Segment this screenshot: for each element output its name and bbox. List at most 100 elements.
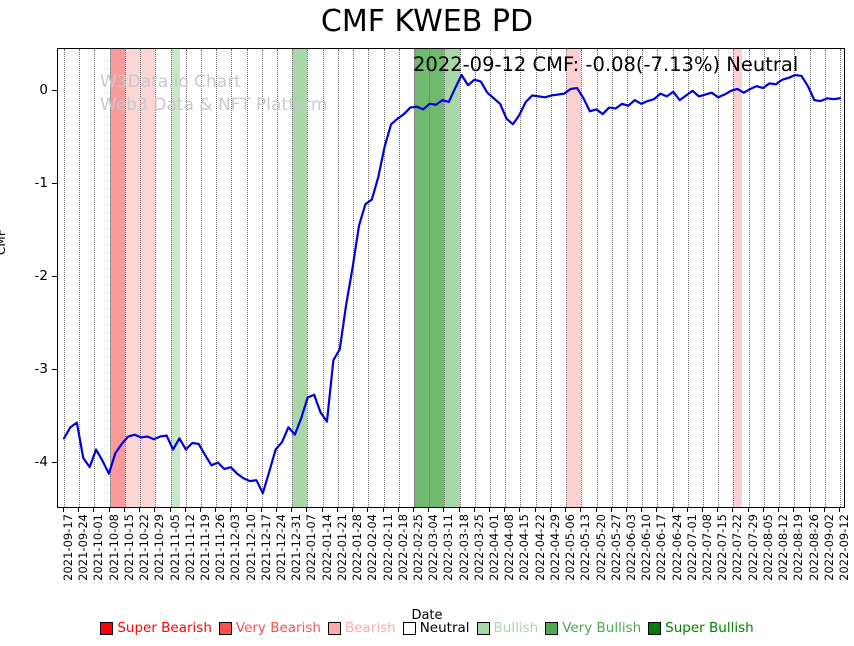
y-tick-label: -4 xyxy=(34,453,48,470)
x-tick-mark xyxy=(230,508,232,512)
x-tick-label: 2022-09-02 xyxy=(821,514,836,581)
gridline-vertical xyxy=(626,49,628,507)
legend-item-super-bullish[interactable]: Super Bullish xyxy=(648,620,754,636)
x-tick-mark xyxy=(245,508,247,512)
x-tick-mark xyxy=(671,508,673,512)
x-tick-label: 2022-06-03 xyxy=(623,514,638,581)
gridline-vertical xyxy=(261,49,263,507)
x-tick-label: 2021-10-29 xyxy=(152,514,167,581)
x-tick-label: 2022-07-22 xyxy=(730,514,745,581)
x-tick-label: 2022-06-24 xyxy=(669,514,684,581)
y-axis-label: CMF xyxy=(0,229,8,255)
x-tick-label: 2022-03-25 xyxy=(471,514,486,581)
legend-label: Bullish xyxy=(493,620,539,636)
x-axis-label: Date xyxy=(411,608,443,623)
chart-legend: Super Bearish Very Bearish Bearish Neutral B… xyxy=(0,620,854,636)
state-band-bearish xyxy=(124,49,156,507)
x-tick-label: 2022-02-04 xyxy=(365,514,380,581)
gridline-vertical xyxy=(490,49,492,507)
gridline-vertical xyxy=(94,49,96,507)
gridline-vertical xyxy=(779,49,781,507)
x-tick-label: 2022-01-14 xyxy=(319,514,334,581)
gridline-vertical xyxy=(109,49,111,507)
gridline-vertical xyxy=(170,49,172,507)
x-tick-mark xyxy=(565,508,567,512)
gridline-vertical xyxy=(459,49,461,507)
legend-swatch-icon xyxy=(327,621,341,635)
legend-label: Super Bullish xyxy=(665,620,754,636)
gridline-vertical xyxy=(292,49,294,507)
legend-item-neutral[interactable]: Neutral xyxy=(402,620,470,636)
x-tick-mark xyxy=(93,508,95,512)
legend-item-super-bearish[interactable]: Super Bearish xyxy=(100,620,212,636)
x-tick-mark xyxy=(291,508,293,512)
legend-swatch-icon xyxy=(545,621,559,635)
x-tick-mark xyxy=(839,508,840,512)
x-tick-mark xyxy=(793,508,795,512)
gridline-vertical xyxy=(429,49,431,507)
gridline-vertical xyxy=(596,49,598,507)
gridline-vertical xyxy=(794,49,796,507)
vertical-gridlines-layer xyxy=(58,49,844,507)
x-tick-label: 2022-01-21 xyxy=(334,514,349,581)
legend-item-very-bullish[interactable]: Very Bullish xyxy=(545,620,641,636)
legend-item-very-bearish[interactable]: Very Bearish xyxy=(218,620,321,636)
gridline-vertical xyxy=(200,49,202,507)
x-tick-label: 2022-02-18 xyxy=(395,514,410,581)
x-tick-label: 2021-11-12 xyxy=(182,514,197,581)
x-tick-mark xyxy=(169,508,171,512)
x-tick-mark xyxy=(549,508,551,512)
y-tick-mark xyxy=(52,182,57,184)
x-tick-mark xyxy=(823,508,825,512)
x-tick-label: 2022-02-25 xyxy=(410,514,425,581)
legend-label: Neutral xyxy=(419,620,470,636)
x-tick-mark xyxy=(717,508,719,512)
x-tick-mark xyxy=(519,508,521,512)
plot-area: W3Data.io Chart Web3 Data & NFT Platform … xyxy=(57,48,845,508)
x-tick-label: 2021-10-01 xyxy=(91,514,106,581)
gridline-vertical xyxy=(474,49,476,507)
state-band-bullish xyxy=(444,49,460,507)
gridline-vertical xyxy=(505,49,507,507)
x-tick-label: 2022-06-10 xyxy=(639,514,654,581)
x-tick-mark xyxy=(321,508,323,512)
x-tick-mark xyxy=(367,508,369,512)
gridline-vertical xyxy=(246,49,248,507)
x-tick-label: 2022-07-29 xyxy=(745,514,760,581)
gridline-vertical xyxy=(353,49,355,507)
x-tick-label: 2021-09-24 xyxy=(76,514,91,581)
x-tick-mark xyxy=(63,508,64,512)
x-tick-mark xyxy=(625,508,627,512)
x-tick-mark xyxy=(428,508,430,512)
legend-swatch-icon xyxy=(218,621,232,635)
x-tick-label: 2021-10-15 xyxy=(121,514,136,581)
x-tick-label: 2022-08-19 xyxy=(791,514,806,581)
x-tick-label: 2022-04-08 xyxy=(502,514,517,581)
gridline-vertical xyxy=(581,49,583,507)
x-tick-mark xyxy=(808,508,810,512)
gridline-vertical xyxy=(703,49,705,507)
gridline-vertical xyxy=(307,49,309,507)
legend-item-bullish[interactable]: Bullish xyxy=(476,620,539,636)
gridline-vertical xyxy=(809,49,811,507)
gridline-vertical xyxy=(231,49,233,507)
legend-swatch-icon xyxy=(476,621,490,635)
x-tick-mark xyxy=(702,508,704,512)
legend-swatch-icon xyxy=(100,621,114,635)
state-bands-layer xyxy=(58,49,844,507)
x-tick-label: 2021-12-31 xyxy=(289,514,304,581)
x-tick-label: 2022-03-04 xyxy=(426,514,441,581)
x-tick-mark xyxy=(641,508,643,512)
gridline-vertical xyxy=(444,49,446,507)
state-band-bearish xyxy=(566,49,582,507)
x-tick-label: 2022-02-11 xyxy=(380,514,395,581)
gridline-vertical xyxy=(140,49,142,507)
x-tick-mark xyxy=(139,508,141,512)
x-tick-mark xyxy=(306,508,308,512)
x-tick-label: 2021-12-17 xyxy=(258,514,273,581)
x-tick-label: 2021-11-05 xyxy=(167,514,182,581)
x-tick-label: 2022-04-22 xyxy=(532,514,547,581)
gridline-vertical xyxy=(277,49,279,507)
legend-item-bearish[interactable]: Bearish xyxy=(327,620,396,636)
x-tick-mark xyxy=(382,508,384,512)
